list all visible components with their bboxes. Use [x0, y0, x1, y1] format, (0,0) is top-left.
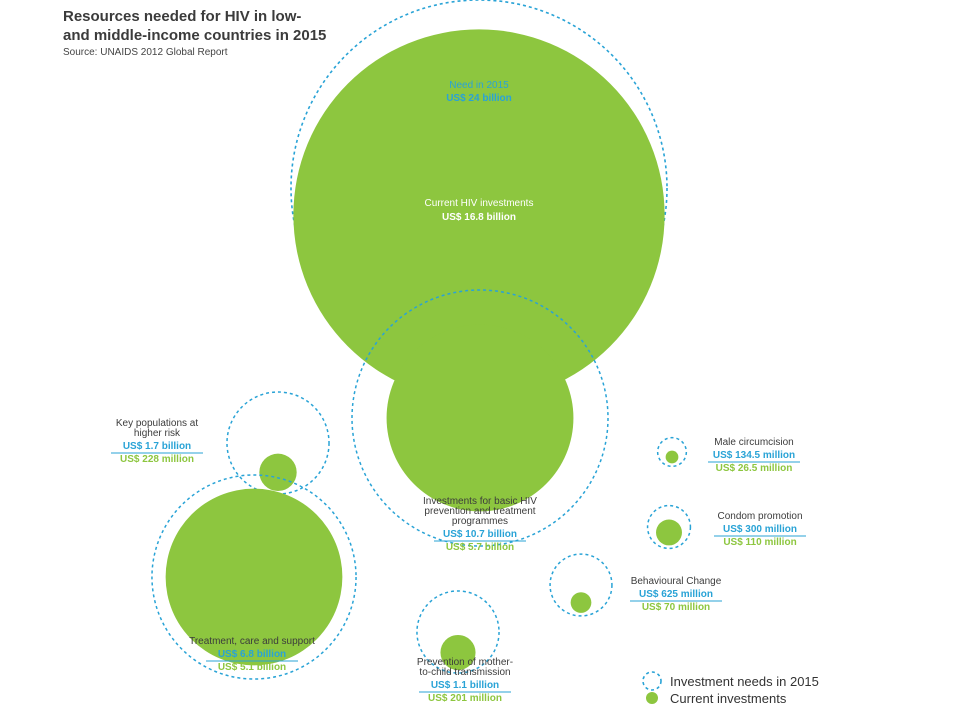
condom-need-value: US$ 300 million: [723, 524, 797, 535]
total-current-label: Current HIV investments: [425, 198, 534, 209]
basic-label-line-3: programmes: [452, 516, 508, 527]
title-line-2: and middle-income countries in 2015: [63, 27, 327, 44]
pmtct-need-circle: [416, 590, 500, 674]
male-current-circle: [665, 450, 679, 464]
legend-current-label: Current investments: [670, 691, 787, 706]
key-label-line-1: Key populations at: [116, 418, 199, 429]
behav-current-value: US$ 70 million: [642, 602, 710, 613]
condom-current-value: US$ 110 million: [723, 537, 796, 548]
pmtct-label-line-1: Prevention of mother-: [417, 657, 513, 668]
total-current-value: US$ 16.8 billion: [442, 212, 516, 223]
legend-current-swatch: [646, 692, 658, 704]
key-label-line-2: higher risk: [134, 428, 181, 439]
treat-need-circle: [151, 474, 357, 680]
male-need-value: US$ 134.5 million: [713, 450, 795, 461]
pmtct-current-value: US$ 201 million: [428, 693, 502, 704]
chart-title: Resources needed for HIV in low- and mid…: [63, 7, 423, 45]
behav-need-value: US$ 625 million: [639, 589, 713, 600]
basic-label-line-2: prevention and treatment: [424, 506, 535, 517]
pmtct-current-circle: [440, 634, 476, 671]
male-current-value: US$ 26.5 million: [716, 463, 793, 474]
basic-current-value: US$ 5.7 billion: [446, 542, 514, 553]
treat-current-circle: [165, 488, 343, 666]
basic-current-circle: [386, 324, 574, 512]
key-need-value: US$ 1.7 billion: [123, 441, 191, 452]
condom-current-circle: [656, 519, 682, 546]
title-line-1: Resources needed for HIV in low-: [63, 8, 302, 25]
total-current-circle: [293, 29, 665, 401]
legend-need-label: Investment needs in 2015: [670, 674, 819, 689]
treat-current-value: US$ 5.1 billion: [218, 662, 286, 673]
chart-source: Source: UNAIDS 2012 Global Report: [63, 47, 228, 58]
legend-need-swatch: [642, 671, 662, 691]
pmtct-label-line-2: to-child transmission: [419, 667, 510, 678]
behav-current-circle: [570, 592, 592, 613]
treat-need-value: US$ 6.8 billion: [218, 649, 286, 660]
total-need-value: US$ 24 billion: [446, 93, 512, 104]
treat-label-line-1: Treatment, care and support: [189, 636, 315, 647]
male-label-line-1: Male circumcision: [714, 437, 793, 448]
basic-need-value: US$ 10.7 billion: [443, 529, 517, 540]
basic-need-circle: [351, 289, 609, 547]
total-need-label: Need in 2015: [449, 80, 509, 91]
key-current-circle: [259, 453, 297, 492]
behav-need-circle: [549, 553, 613, 617]
behav-label-line-1: Behavioural Change: [631, 576, 722, 587]
key-current-value: US$ 228 million: [120, 454, 194, 465]
condom-need-circle: [646, 504, 692, 550]
condom-label-line-1: Condom promotion: [717, 511, 802, 522]
male-need-circle: [656, 436, 688, 468]
pmtct-need-value: US$ 1.1 billion: [431, 680, 499, 691]
basic-label-line-1: Investments for basic HIV: [423, 496, 537, 507]
